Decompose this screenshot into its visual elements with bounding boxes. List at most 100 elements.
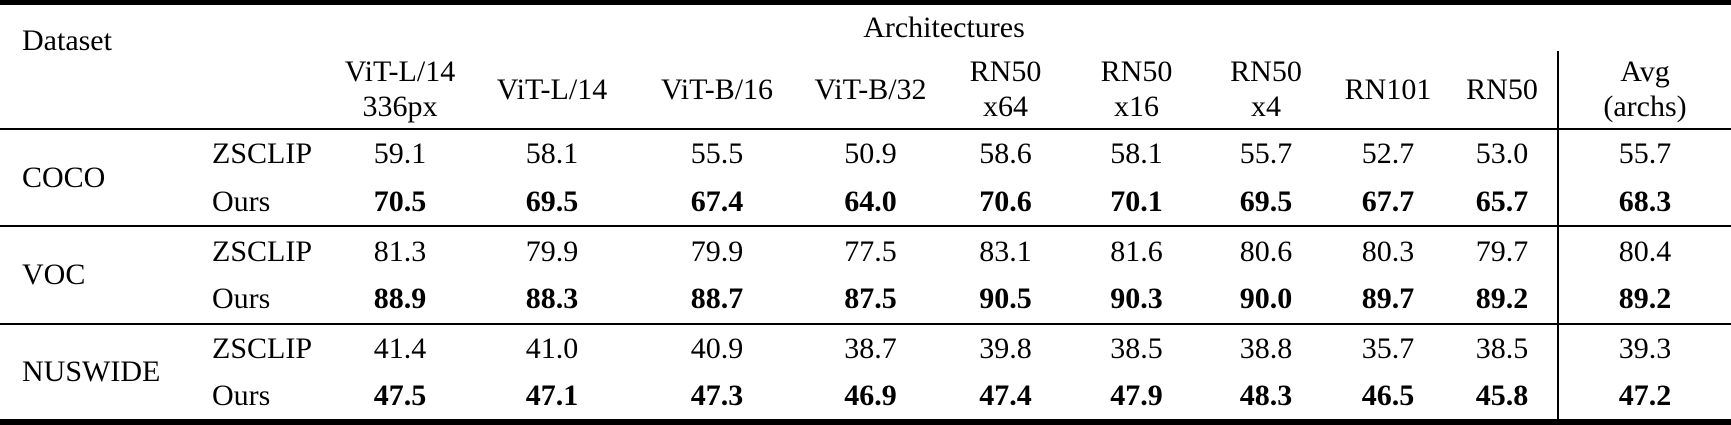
arch-col-label: ViT-B/16: [660, 72, 774, 106]
arch-col-label: RN50: [1100, 55, 1173, 88]
value-cell: 47.3: [690, 379, 744, 413]
value-cell: 70.5: [373, 184, 427, 218]
value-cell: 79.7: [1447, 225, 1559, 276]
value-cell: 47.5: [373, 379, 427, 413]
value-cell: 53.0: [1447, 127, 1559, 178]
value-cell: 88.3: [525, 282, 579, 316]
method-cell: ZSCLIP: [200, 127, 330, 178]
arch-col-header-vitl14-336px: ViT-L/14 336px: [330, 51, 470, 129]
avg-header-spacer: [1558, 3, 1731, 51]
value-cell: 64.0: [844, 184, 897, 218]
avg-col-label: Avg: [1620, 55, 1670, 88]
arch-col-header-rn50: RN50: [1447, 51, 1558, 129]
avg-col-header: Avg (archs): [1557, 50, 1731, 129]
value-cell: 52.7: [1329, 127, 1447, 178]
avg-col-label: (archs): [1603, 90, 1687, 123]
value-cell: 46.5: [1361, 379, 1415, 413]
avg-value-cell: 68.3: [1557, 177, 1731, 227]
value-cell: 38.7: [800, 323, 941, 374]
avg-value-cell: 80.4: [1557, 225, 1731, 276]
value-cell: 70.1: [1110, 184, 1163, 218]
arch-col-header-rn101: RN101: [1329, 51, 1447, 129]
method-cell: Ours: [212, 379, 271, 413]
value-cell: 48.3: [1239, 379, 1293, 413]
value-cell: 65.7: [1475, 184, 1529, 218]
value-cell: 46.9: [844, 379, 897, 413]
value-cell: 58.1: [1070, 127, 1203, 178]
dataset-cell-voc: VOC: [0, 225, 200, 325]
value-cell: 90.0: [1239, 282, 1293, 316]
value-cell: 38.8: [1203, 323, 1329, 374]
value-cell: 81.3: [330, 225, 470, 276]
dataset-cell-coco: COCO: [0, 127, 200, 227]
value-cell: 89.7: [1361, 282, 1415, 316]
table-row-nuswide-ours: Ours 47.5 47.1 47.3 46.9 47.4 47.9 48.3 …: [0, 373, 1731, 422]
arch-col-label: 336px: [362, 90, 438, 123]
value-cell: 47.9: [1110, 379, 1163, 413]
value-cell: 83.1: [941, 225, 1070, 276]
table-body: COCO ZSCLIP 59.1 58.1 55.5 50.9 58.6 58.…: [0, 127, 1731, 422]
arch-col-label: RN50: [1466, 72, 1538, 106]
value-cell: 55.7: [1203, 127, 1329, 178]
value-cell: 67.4: [690, 184, 744, 218]
table-header: Dataset Architectures ViT-L/14 336px ViT…: [0, 3, 1731, 129]
architectures-header: Architectures: [863, 11, 1025, 44]
arch-col-label: RN50: [969, 55, 1042, 88]
table-row-nuswide-zsclip: NUSWIDE ZSCLIP 41.4 41.0 40.9 38.7 39.8 …: [0, 323, 1731, 422]
arch-col-header-rn50x16: RN50 x16: [1070, 51, 1203, 129]
value-cell: 77.5: [800, 225, 941, 276]
avg-value-cell: 89.2: [1557, 275, 1731, 325]
value-cell: 47.4: [979, 379, 1032, 413]
value-cell: 58.1: [470, 127, 634, 178]
arch-col-label: ViT-L/14: [344, 55, 456, 88]
value-cell: 87.5: [844, 282, 897, 316]
value-cell: 45.8: [1475, 379, 1529, 413]
value-cell: 58.6: [941, 127, 1070, 178]
value-cell: 67.7: [1361, 184, 1415, 218]
value-cell: 40.9: [634, 323, 800, 374]
value-cell: 81.6: [1070, 225, 1203, 276]
arch-col-header-vitb32: ViT-B/32: [800, 51, 941, 129]
arch-col-label: RN50: [1230, 55, 1302, 88]
arch-col-header-vitl14: ViT-L/14: [470, 51, 634, 129]
avg-value-cell: 47.2: [1557, 373, 1731, 422]
arch-col-label: RN101: [1344, 72, 1432, 106]
arch-col-header-vitb16: ViT-B/16: [634, 51, 800, 129]
value-cell: 35.7: [1329, 323, 1447, 374]
method-cell: ZSCLIP: [200, 225, 330, 276]
avg-value-cell: 55.7: [1557, 127, 1731, 178]
value-cell: 80.3: [1329, 225, 1447, 276]
value-cell: 90.5: [979, 282, 1032, 316]
value-cell: 38.5: [1447, 323, 1559, 374]
value-cell: 55.5: [634, 127, 800, 178]
value-cell: 59.1: [330, 127, 470, 178]
value-cell: 70.6: [979, 184, 1032, 218]
value-cell: 41.0: [470, 323, 634, 374]
value-cell: 79.9: [634, 225, 800, 276]
value-cell: 89.2: [1475, 282, 1529, 316]
arch-col-label: ViT-B/32: [814, 72, 927, 106]
avg-value-cell: 39.3: [1557, 323, 1731, 374]
arch-col-label: x4: [1251, 90, 1281, 123]
dataset-header: Dataset: [22, 24, 112, 57]
arch-col-header-rn50x4: RN50 x4: [1203, 51, 1329, 129]
value-cell: 88.9: [373, 282, 427, 316]
table-row-coco-zsclip: COCO ZSCLIP 59.1 58.1 55.5 50.9 58.6 58.…: [0, 127, 1731, 227]
table-row-voc-ours: Ours 88.9 88.3 88.7 87.5 90.5 90.3 90.0 …: [0, 275, 1731, 325]
arch-col-header-rn50x64: RN50 x64: [941, 51, 1070, 129]
method-cell: Ours: [212, 184, 271, 218]
value-cell: 50.9: [800, 127, 941, 178]
arch-col-label: ViT-L/14: [496, 72, 608, 106]
dataset-cell-nuswide: NUSWIDE: [0, 323, 200, 422]
method-cell: ZSCLIP: [200, 323, 330, 374]
value-cell: 90.3: [1110, 282, 1163, 316]
arch-col-label: x16: [1114, 90, 1159, 123]
method-cell: Ours: [212, 282, 271, 316]
value-cell: 41.4: [330, 323, 470, 374]
table-row-voc-zsclip: VOC ZSCLIP 81.3 79.9 79.9 77.5 83.1 81.6…: [0, 225, 1731, 325]
value-cell: 38.5: [1070, 323, 1203, 374]
value-cell: 47.1: [525, 379, 579, 413]
value-cell: 39.8: [941, 323, 1070, 374]
